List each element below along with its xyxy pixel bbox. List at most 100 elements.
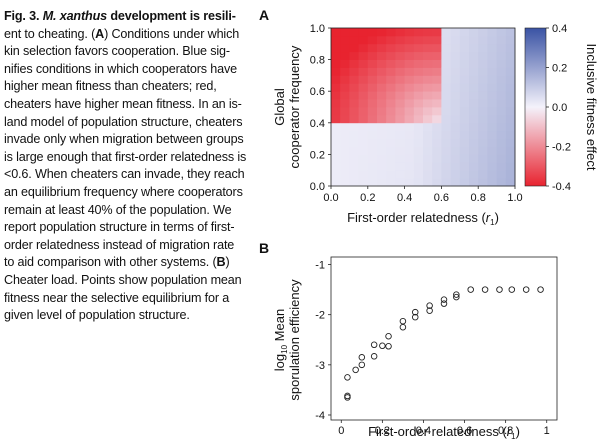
x-tick-label: 0.6 xyxy=(457,425,472,437)
heatmap-cell xyxy=(423,138,433,147)
heatmap-cell xyxy=(469,83,479,92)
heatmap-cell xyxy=(395,178,405,187)
scatter-frame xyxy=(330,256,558,421)
heatmap-cell xyxy=(459,178,470,187)
heatmap-cell xyxy=(413,43,424,53)
scatter-points xyxy=(344,286,544,401)
heatmap-cell xyxy=(459,122,470,132)
heatmap-cell xyxy=(496,114,507,124)
y-tick-label: 0.2 xyxy=(310,149,325,161)
heatmap-cell xyxy=(413,130,424,139)
heatmap-cell xyxy=(496,162,507,171)
heatmap-cell xyxy=(377,35,387,45)
heatmap-cell xyxy=(331,83,341,92)
heatmap-cell xyxy=(367,138,378,147)
heatmap-cell xyxy=(340,178,350,187)
heatmap-cell xyxy=(478,138,488,147)
panel-b: B 0 0.2 0.4 0.6 0.8 1 -1 -2 -3 -4 First-order re… xyxy=(259,240,558,439)
heatmap-cell xyxy=(487,28,497,37)
caption-text: ent to cheating. ( xyxy=(4,26,96,41)
heatmap-cell xyxy=(395,28,405,37)
heatmap-cell xyxy=(349,130,359,139)
heatmap-cell xyxy=(469,43,479,53)
heatmap-cell xyxy=(377,162,387,171)
caption-text: B xyxy=(216,255,226,270)
heatmap-cell xyxy=(478,43,488,53)
heatmap-cell xyxy=(395,138,405,147)
heatmap-cell xyxy=(386,43,396,53)
heatmap-cell xyxy=(386,91,396,100)
heatmap-cell xyxy=(331,130,341,139)
scatter-point xyxy=(358,361,366,369)
heatmap-cell xyxy=(377,67,387,76)
heatmap-cell xyxy=(413,178,424,187)
heatmap-cell xyxy=(487,75,497,84)
heatmap-cell xyxy=(487,91,497,100)
heatmap-cell xyxy=(395,59,405,68)
heatmap-cell xyxy=(331,67,341,76)
heatmap-cell xyxy=(340,83,350,92)
heatmap-cell xyxy=(331,35,341,45)
heatmap-cell xyxy=(441,162,451,171)
heatmap-cell xyxy=(496,146,507,155)
heatmap-cell xyxy=(349,35,359,45)
heatmap-cell xyxy=(505,107,516,116)
heatmap-cell xyxy=(496,178,507,187)
heatmap-cell xyxy=(349,114,359,124)
heatmap-cell xyxy=(395,130,405,139)
heatmap-cell xyxy=(340,91,350,100)
caption-text: nifies conditions in which cooperators h… xyxy=(4,61,237,76)
caption-line: <0.6. When cheaters can invade, they rea… xyxy=(4,166,256,184)
heatmap-cell xyxy=(404,83,415,92)
heatmap-cell xyxy=(469,59,479,68)
heatmap-cell xyxy=(487,154,497,163)
heatmap-cell xyxy=(404,51,415,60)
caption-text: an equilibrium frequency where cooperato… xyxy=(4,184,243,199)
heatmap-cell xyxy=(367,83,378,92)
heatmap-cell xyxy=(432,162,442,171)
heatmap-cell xyxy=(441,91,451,100)
heatmap-cell xyxy=(487,43,497,53)
heatmap-cell xyxy=(496,83,507,92)
heatmap-cell xyxy=(367,162,378,171)
heatmap-cell xyxy=(349,59,359,68)
heatmap-cell xyxy=(487,51,497,60)
heatmap-cell xyxy=(413,170,424,179)
heatmap-cell xyxy=(450,138,461,147)
heatmap-cell xyxy=(349,154,359,163)
heatmap-cell xyxy=(423,67,433,76)
heatmap-cell xyxy=(496,107,507,116)
svg-text:cooperator frequency: cooperator frequency xyxy=(287,45,302,168)
heatmap-cell xyxy=(404,138,415,147)
heatmap-cell xyxy=(441,59,451,68)
heatmap-cell xyxy=(496,138,507,147)
heatmap-cell xyxy=(469,146,479,155)
heatmap-cell xyxy=(331,107,341,116)
scatter-point xyxy=(370,341,378,349)
heatmap-cell xyxy=(349,138,359,147)
heatmap-cell xyxy=(340,67,350,76)
heatmap-cell xyxy=(459,154,470,163)
heatmap-cell xyxy=(505,28,516,37)
x-tick-label: 0 xyxy=(338,425,344,437)
heatmap-cell xyxy=(487,138,497,147)
svg-text:log10 Mean: log10 Mean xyxy=(272,309,289,371)
heatmap-cell xyxy=(349,162,359,171)
heatmap-frame xyxy=(330,27,516,187)
heatmap-cell xyxy=(413,28,424,37)
heatmap-cell xyxy=(432,138,442,147)
heatmap-cell xyxy=(487,130,497,139)
caption-text: development is resili- xyxy=(106,9,236,23)
heatmap-cell xyxy=(413,35,424,45)
heatmap-cell xyxy=(487,114,497,124)
heatmap-cell xyxy=(478,59,488,68)
heatmap-cell xyxy=(386,51,396,60)
heatmap-cell xyxy=(358,43,369,53)
heatmap-cell xyxy=(413,107,424,116)
heatmap-cell xyxy=(459,146,470,155)
caption-text: order relatedness instead of migration r… xyxy=(4,237,235,252)
heatmap-cell xyxy=(423,75,433,84)
panel-a: A 0.0 0.2 0.4 0.6 0.8 1.0 0.00.20.40.60.81.0 … xyxy=(259,7,599,227)
heatmap-cell xyxy=(395,146,405,155)
caption-text: M. xanthus xyxy=(42,9,107,23)
